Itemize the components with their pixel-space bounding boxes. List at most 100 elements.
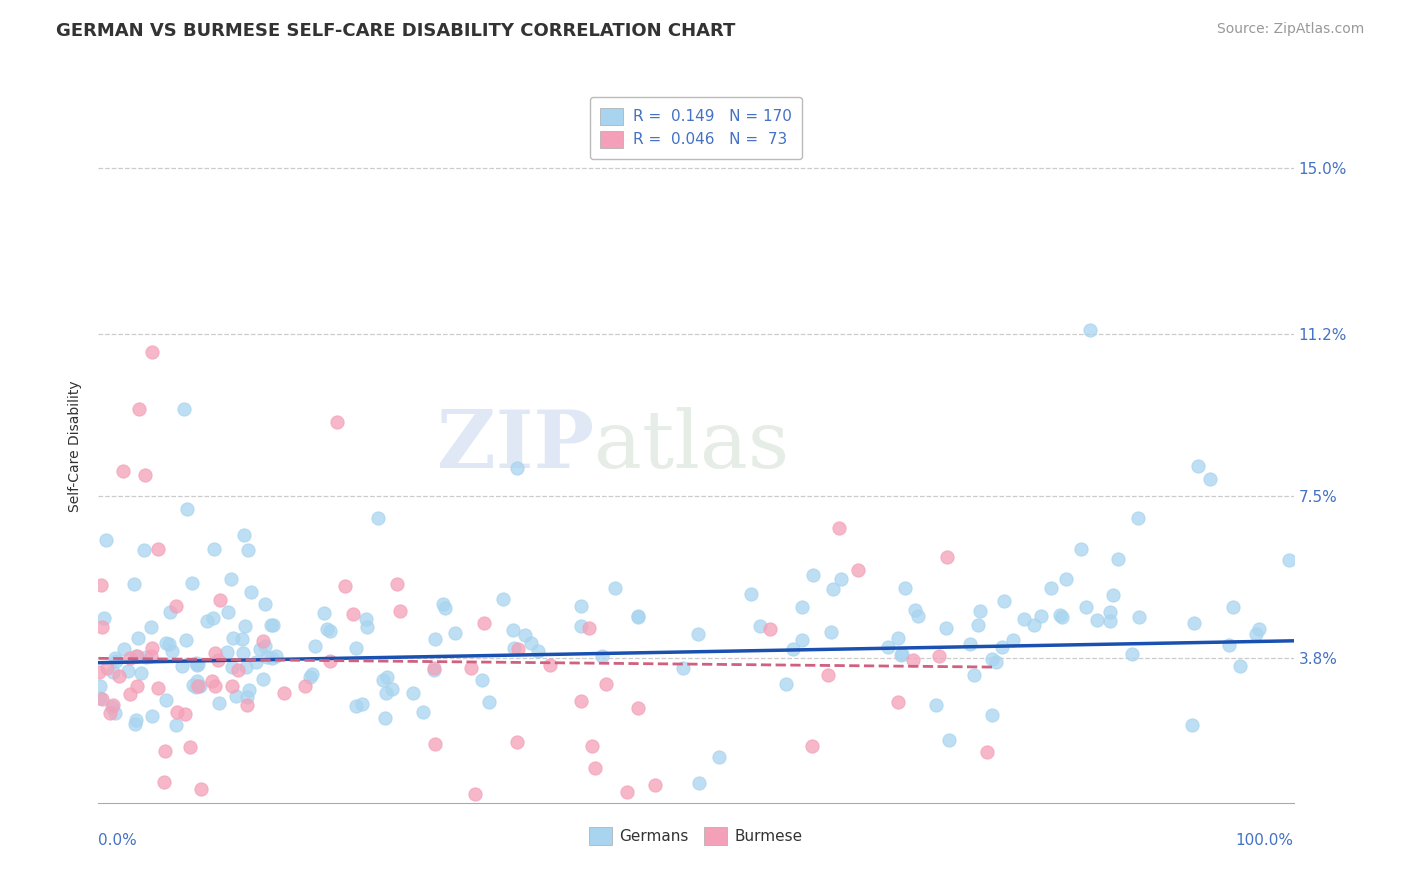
Point bbox=[155, 692, 177, 706]
Point bbox=[830, 572, 852, 586]
Point bbox=[506, 734, 529, 748]
Point bbox=[1049, 608, 1071, 623]
Point bbox=[344, 698, 367, 713]
Point bbox=[492, 591, 515, 606]
Point bbox=[432, 598, 454, 612]
Point bbox=[1182, 615, 1205, 630]
Point bbox=[354, 612, 377, 626]
Point bbox=[423, 661, 446, 675]
Point bbox=[443, 625, 465, 640]
Point bbox=[433, 601, 456, 615]
Point bbox=[472, 616, 495, 631]
Point bbox=[252, 673, 274, 687]
Point bbox=[153, 774, 176, 789]
Point bbox=[423, 737, 446, 751]
Point bbox=[1229, 659, 1251, 673]
Point bbox=[134, 468, 156, 483]
Point bbox=[245, 655, 267, 669]
Point bbox=[132, 542, 155, 557]
Point bbox=[139, 619, 162, 633]
Point bbox=[117, 664, 139, 678]
Point bbox=[969, 603, 991, 617]
Point bbox=[207, 653, 229, 667]
Point bbox=[962, 668, 984, 682]
Point bbox=[187, 679, 209, 693]
Point bbox=[627, 609, 650, 624]
Point bbox=[1098, 614, 1121, 628]
Point bbox=[627, 700, 650, 714]
Point bbox=[160, 644, 183, 658]
Point bbox=[790, 632, 813, 647]
Point bbox=[998, 814, 1021, 828]
Point bbox=[252, 633, 274, 648]
Point bbox=[1121, 647, 1143, 661]
Point bbox=[1002, 632, 1025, 647]
Point bbox=[139, 648, 162, 663]
Point bbox=[219, 572, 242, 586]
Point bbox=[412, 705, 434, 719]
Point bbox=[89, 665, 111, 679]
Point bbox=[616, 785, 638, 799]
Point bbox=[299, 669, 322, 683]
Point bbox=[375, 685, 398, 699]
Point bbox=[141, 709, 163, 723]
Point bbox=[980, 652, 1002, 666]
Point bbox=[505, 461, 527, 475]
Point bbox=[125, 648, 148, 663]
Point bbox=[128, 402, 150, 417]
Point bbox=[508, 642, 530, 657]
Point bbox=[887, 695, 910, 709]
Point bbox=[201, 674, 224, 689]
Point bbox=[188, 680, 211, 694]
Point bbox=[991, 640, 1014, 654]
Point bbox=[217, 605, 239, 619]
Point bbox=[1128, 610, 1150, 624]
Point bbox=[89, 679, 111, 693]
Point bbox=[352, 697, 374, 711]
Point bbox=[148, 541, 170, 556]
Point bbox=[470, 673, 492, 687]
Point bbox=[165, 718, 187, 732]
Point bbox=[273, 686, 295, 700]
Point bbox=[319, 624, 342, 639]
Point bbox=[1128, 511, 1150, 525]
Point bbox=[190, 781, 212, 796]
Point bbox=[240, 585, 263, 599]
Point bbox=[104, 654, 127, 668]
Point bbox=[204, 679, 226, 693]
Point bbox=[595, 677, 617, 691]
Point bbox=[775, 676, 797, 690]
Point bbox=[90, 578, 112, 592]
Point bbox=[170, 658, 193, 673]
Point bbox=[108, 669, 131, 683]
Point bbox=[231, 632, 253, 646]
Point bbox=[890, 648, 912, 662]
Point bbox=[993, 593, 1015, 607]
Point bbox=[672, 661, 695, 675]
Point bbox=[202, 542, 225, 557]
Point bbox=[1199, 472, 1222, 486]
Point bbox=[792, 600, 814, 615]
Point bbox=[385, 577, 409, 591]
Point bbox=[165, 599, 187, 613]
Point bbox=[1070, 542, 1092, 557]
Point bbox=[907, 609, 929, 624]
Point bbox=[94, 533, 117, 547]
Point bbox=[101, 698, 124, 712]
Point bbox=[179, 740, 201, 755]
Point bbox=[1244, 627, 1267, 641]
Point bbox=[312, 606, 335, 620]
Point bbox=[749, 619, 772, 633]
Point bbox=[225, 689, 247, 703]
Point bbox=[124, 716, 146, 731]
Point bbox=[127, 632, 149, 646]
Point bbox=[603, 581, 626, 595]
Point bbox=[583, 761, 606, 775]
Point bbox=[318, 654, 340, 668]
Point bbox=[141, 640, 163, 655]
Point bbox=[925, 698, 948, 712]
Point bbox=[166, 705, 188, 719]
Point bbox=[195, 614, 218, 628]
Point bbox=[233, 618, 256, 632]
Legend: Germans, Burmese: Germans, Burmese bbox=[582, 820, 810, 852]
